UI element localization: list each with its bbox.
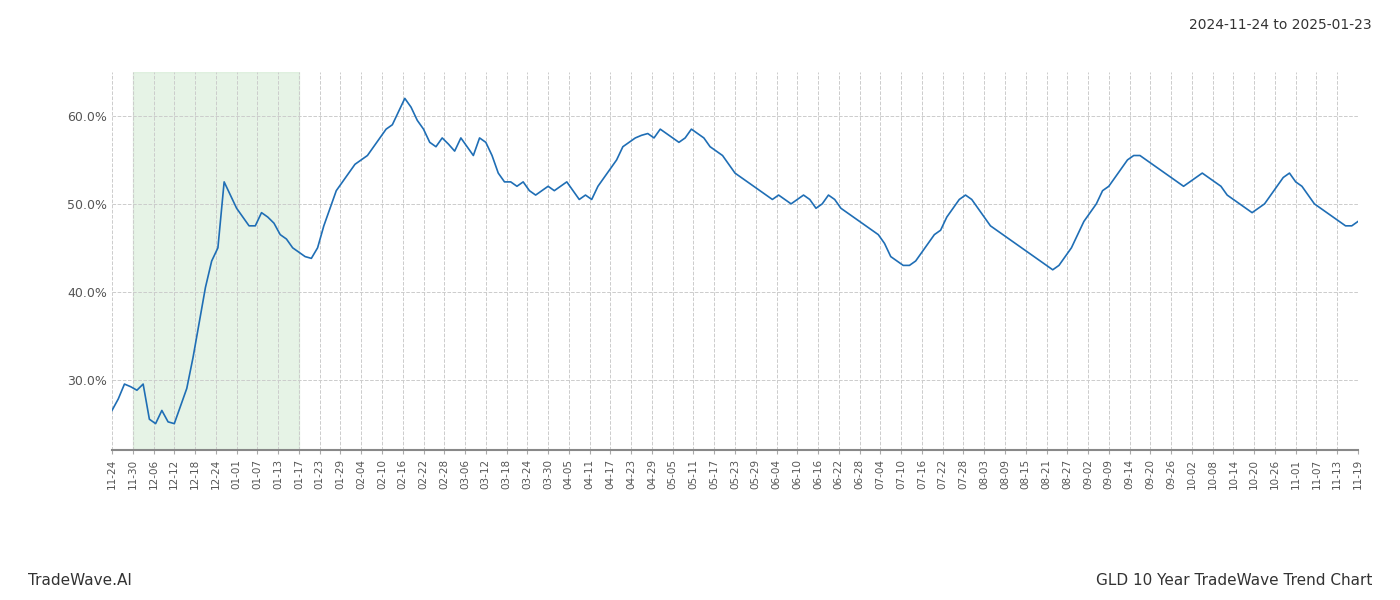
Text: 2024-11-24 to 2025-01-23: 2024-11-24 to 2025-01-23 xyxy=(1190,18,1372,32)
Text: GLD 10 Year TradeWave Trend Chart: GLD 10 Year TradeWave Trend Chart xyxy=(1096,573,1372,588)
Bar xyxy=(133,72,300,450)
Text: TradeWave.AI: TradeWave.AI xyxy=(28,573,132,588)
